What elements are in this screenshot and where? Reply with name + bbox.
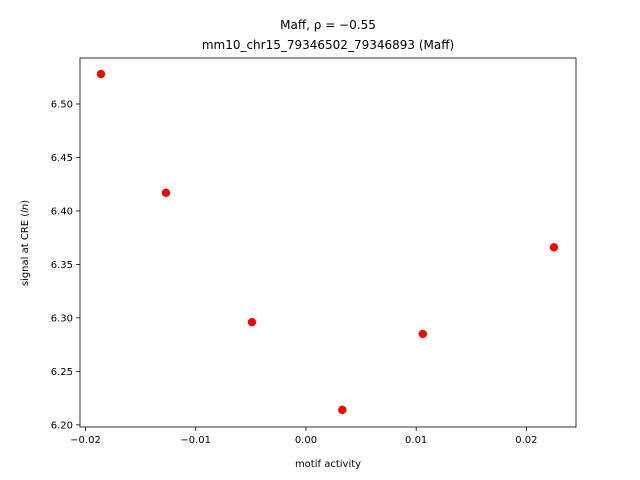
data-point (247, 317, 257, 327)
plot-frame (79, 57, 577, 428)
x-tick-label: 0.00 (295, 435, 317, 446)
y-tick-label: 6.45 (51, 153, 73, 164)
data-point (418, 329, 427, 339)
x-tick-label: 0.01 (405, 435, 427, 446)
data-point (96, 69, 106, 79)
y-tick-label: 6.25 (51, 367, 73, 378)
data-point (549, 243, 559, 252)
x-tick-label: −0.02 (70, 435, 101, 446)
data-point (161, 188, 171, 197)
y-tick-label: 6.30 (51, 313, 73, 324)
chart-title-line2: mm10_chr15_79346502_79346893 (Maff) (202, 38, 454, 52)
x-axis-label: motif activity (295, 459, 361, 470)
y-tick-label: 6.35 (51, 260, 73, 271)
y-tick-label: 6.50 (51, 99, 73, 110)
x-tick-label: 0.02 (515, 435, 537, 446)
plot-area: −0.02 −0.01 0.00 0.01 0.02 6.20 6.25 6.30 6.35 6.… (51, 57, 577, 446)
chart-title-line1: Maff, ρ = −0.55 (280, 18, 376, 32)
y-tick-label: 6.20 (51, 420, 73, 431)
y-axis-label: signal at CRE (ln) (20, 200, 31, 286)
x-tick-label: −0.01 (180, 435, 211, 446)
data-point (338, 405, 347, 415)
y-tick-label: 6.40 (51, 206, 73, 217)
